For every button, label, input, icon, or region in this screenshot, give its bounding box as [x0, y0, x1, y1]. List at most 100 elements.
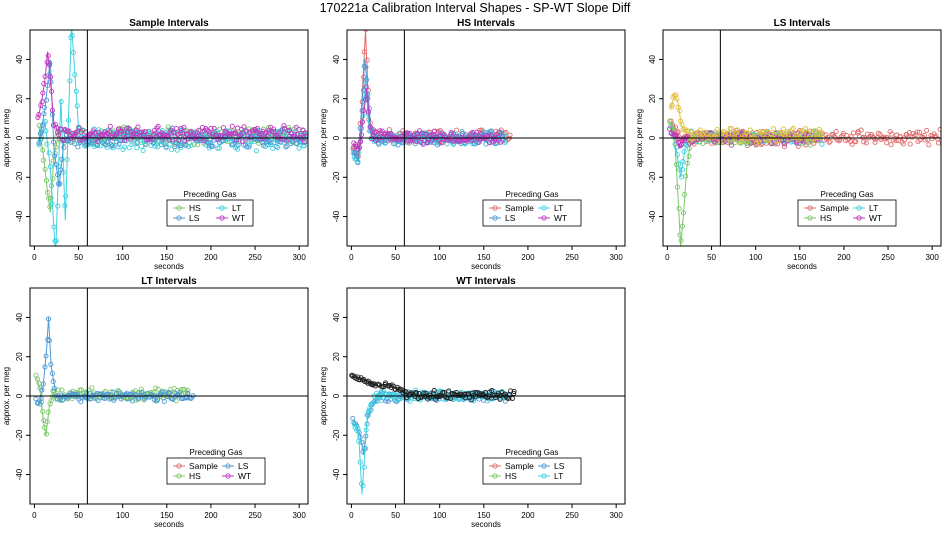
data-point: [149, 136, 155, 142]
legend-marker: [492, 215, 498, 221]
data-point: [237, 132, 243, 138]
data-point: [470, 132, 476, 138]
data-point: [849, 141, 855, 147]
legend-marker: [807, 215, 813, 221]
legend-marker: [492, 463, 498, 469]
data-point: [105, 138, 111, 144]
data-point: [732, 136, 738, 142]
data-point: [726, 131, 732, 137]
data-point: [365, 380, 371, 386]
data-point: [794, 132, 800, 138]
data-point: [425, 139, 431, 145]
data-point: [889, 131, 895, 137]
data-point: [914, 129, 920, 135]
data-point: [833, 128, 839, 135]
legend-box: [166, 457, 266, 485]
data-point: [57, 181, 63, 187]
x-tick-label: 300: [925, 253, 939, 262]
data-point: [251, 139, 257, 145]
data-point: [178, 142, 184, 149]
y-tick-label: 0: [15, 393, 24, 398]
x-tick-label: 100: [433, 253, 447, 262]
plot-area: [33, 316, 196, 437]
data-point: [153, 385, 159, 391]
y-tick-label: -20: [648, 171, 657, 183]
data-point: [352, 421, 358, 427]
data-point: [669, 102, 675, 108]
data-point: [511, 388, 517, 394]
data-point: [43, 353, 49, 359]
legend-label: LT: [232, 203, 241, 213]
data-point: [42, 364, 48, 370]
data-point: [37, 401, 43, 407]
data-point: [937, 127, 941, 133]
x-tick-label: 0: [349, 253, 354, 262]
y-axis-label: approx. per meg: [319, 109, 328, 167]
legend-label: HS: [820, 213, 832, 223]
legend-box: [482, 199, 582, 227]
data-point: [59, 387, 65, 393]
data-point: [394, 136, 400, 143]
data-point: [43, 128, 49, 134]
data-point: [278, 136, 284, 142]
data-point: [771, 132, 777, 138]
data-point: [241, 124, 247, 130]
data-point: [782, 141, 788, 147]
data-point: [360, 483, 366, 489]
x-tick-label: 150: [477, 253, 491, 262]
data-point: [104, 391, 111, 398]
data-point: [53, 238, 59, 244]
data-point: [74, 392, 80, 398]
data-point: [745, 132, 751, 138]
data-point: [296, 145, 302, 151]
data-point: [365, 96, 371, 102]
x-tick-label: 0: [32, 511, 37, 520]
data-point: [802, 126, 809, 132]
data-point: [818, 129, 824, 135]
data-point: [674, 184, 680, 190]
data-point: [492, 392, 498, 398]
data-point: [44, 141, 50, 147]
data-point: [33, 396, 39, 402]
data-point: [722, 131, 729, 138]
plot-area: [350, 30, 513, 166]
figure-title: 170221a Calibration Interval Shapes - SP…: [320, 1, 631, 15]
data-point: [474, 129, 480, 135]
data-point: [62, 203, 68, 209]
data-point: [126, 145, 132, 151]
data-point: [294, 131, 300, 137]
data-point: [69, 33, 75, 39]
data-point: [34, 376, 40, 382]
data-point: [440, 131, 446, 137]
data-point: [907, 141, 913, 147]
data-point: [115, 144, 121, 150]
data-point: [108, 389, 114, 395]
data-point: [234, 143, 240, 149]
data-point: [215, 136, 221, 142]
y-tick-label: -20: [15, 171, 24, 183]
data-point: [363, 30, 369, 32]
data-point: [161, 131, 167, 137]
data-point: [264, 132, 270, 138]
data-point: [260, 143, 266, 149]
data-point: [350, 415, 356, 422]
y-tick-label: -40: [332, 210, 341, 222]
data-point: [898, 134, 904, 140]
data-point: [175, 131, 181, 137]
x-axis-label: seconds: [471, 262, 501, 271]
legend-marker: [492, 473, 498, 479]
data-point: [413, 390, 420, 396]
data-point: [675, 129, 681, 135]
data-point: [40, 147, 46, 153]
y-tick-label: 40: [648, 54, 657, 63]
x-tick-label: 300: [292, 511, 306, 520]
data-point: [39, 387, 45, 393]
data-point: [53, 162, 59, 168]
data-point: [201, 138, 207, 144]
data-point: [46, 62, 53, 68]
data-point: [498, 139, 504, 145]
panel-4: LT Intervals 0 50 100 150 200 250 300 -40 -20 0 20 4…: [2, 276, 309, 529]
data-point: [452, 392, 458, 398]
data-point: [807, 142, 813, 148]
data-point: [47, 60, 53, 66]
